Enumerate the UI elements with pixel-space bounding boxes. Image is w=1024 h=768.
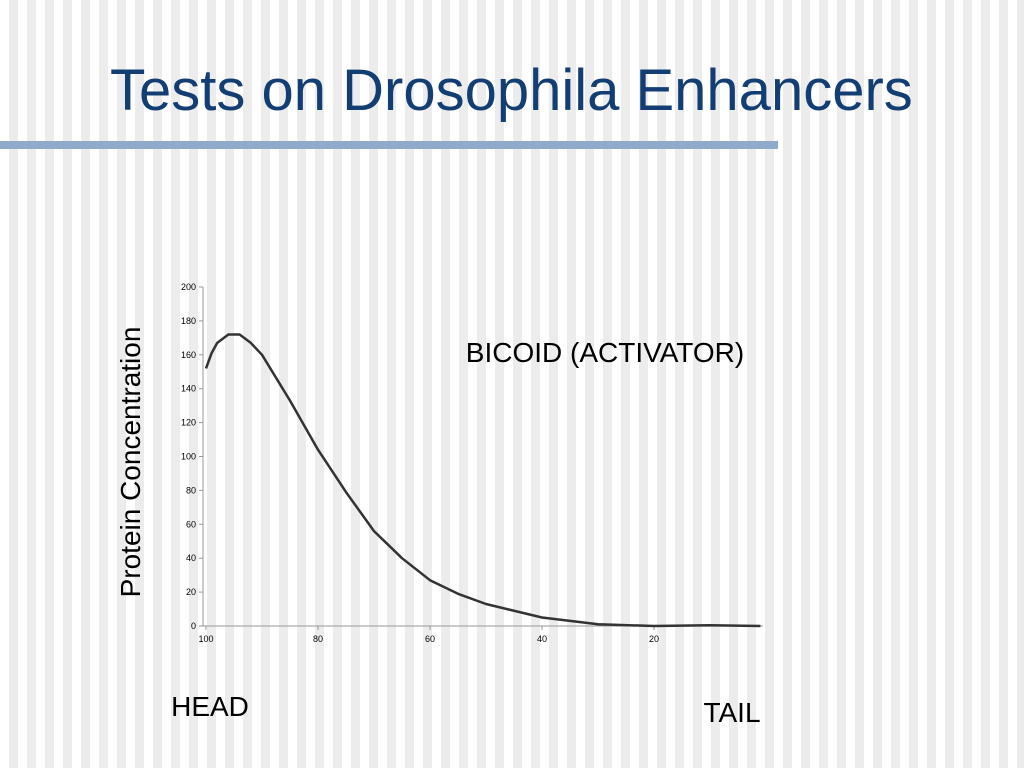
x-tick-label: 100 — [198, 634, 213, 644]
slide-title: Tests on Drosophila Enhancers — [110, 58, 913, 123]
y-tick-label: 140 — [181, 384, 196, 394]
annotation: BICOID (ACTIVATOR) — [466, 337, 744, 368]
y-tick-label: 60 — [186, 519, 196, 529]
y-tick-label: 20 — [186, 587, 196, 597]
annotation: HEAD — [171, 691, 249, 722]
x-tick-label: 40 — [537, 634, 547, 644]
title-rule — [0, 141, 778, 149]
x-tick-label: 60 — [425, 634, 435, 644]
y-tick-label: 200 — [181, 282, 196, 292]
y-tick-label: 120 — [181, 418, 196, 428]
annotation: TAIL — [703, 697, 760, 728]
y-axis-label: Protein Concentration — [115, 327, 146, 598]
x-tick-label: 20 — [649, 634, 659, 644]
y-tick-label: 160 — [181, 350, 196, 360]
x-tick-label: 80 — [313, 634, 323, 644]
y-tick-label: 180 — [181, 316, 196, 326]
y-tick-label: 100 — [181, 452, 196, 462]
y-tick-label: 0 — [191, 621, 196, 631]
y-tick-label: 80 — [186, 485, 196, 495]
data-line — [204, 333, 761, 628]
y-tick-label: 40 — [186, 553, 196, 563]
